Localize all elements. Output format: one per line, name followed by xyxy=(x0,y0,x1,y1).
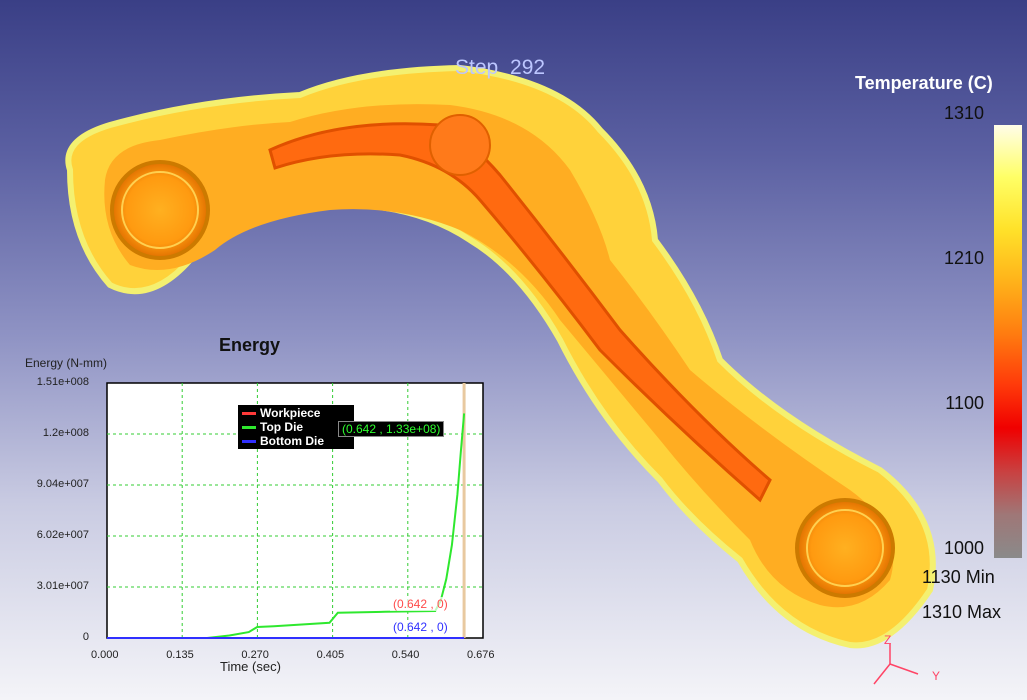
y-tick-label: 1.2e+008 xyxy=(42,427,89,439)
chart-x-axis-label: Time (sec) xyxy=(220,659,281,674)
chart-legend: Workpiece Top Die Bottom Die xyxy=(238,405,354,449)
chart-title: Energy xyxy=(219,335,281,355)
x-tick-label: 0.676 xyxy=(467,649,495,661)
x-tick-label: 0.135 xyxy=(166,649,194,661)
y-tick-label: 1.51e+008 xyxy=(36,376,89,388)
axis-z-label: Z xyxy=(884,633,891,647)
legend-title: Temperature (C) xyxy=(855,73,993,93)
step-counter: Step 292 xyxy=(455,56,546,79)
chart-y-axis-label: Energy (N-mm) xyxy=(25,356,108,370)
legend-item-top-die: Top Die xyxy=(242,420,303,434)
legend-label-workpiece: Workpiece xyxy=(260,406,321,420)
axis-y-label: Y xyxy=(932,669,940,683)
cursor-readout-workpiece: (0.642 , 0) xyxy=(390,597,451,611)
cursor-readout-bottom-die: (0.642 , 0) xyxy=(390,620,451,634)
legend-label-bottom-die: Bottom Die xyxy=(260,434,324,448)
y-tick-label: 6.02e+007 xyxy=(36,529,89,541)
hub-right xyxy=(795,498,895,598)
hub-left xyxy=(110,160,210,260)
y-tick-label: 9.04e+007 xyxy=(36,478,89,490)
legend-item-bottom-die: Bottom Die xyxy=(242,434,324,448)
y-tick-label: 3.01e+007 xyxy=(36,580,89,592)
series-line-top-die xyxy=(107,413,466,639)
y-tick-label: 0 xyxy=(82,631,89,643)
legend-swatch-top-die xyxy=(242,425,256,429)
cursor-readout-top-die: (0.642 , 1.33e+08) xyxy=(338,421,445,437)
x-tick-label: 0.405 xyxy=(316,649,345,661)
legend-label-top-die: Top Die xyxy=(260,420,304,434)
legend-max-value: 1310 Max xyxy=(922,602,1002,622)
x-tick-label: 0.540 xyxy=(391,649,420,661)
legend-tick-3: 1100 xyxy=(945,393,984,413)
legend-tick-min: 1000 xyxy=(943,538,984,558)
legend-tick-max: 1310 xyxy=(943,103,984,123)
legend-min-value: 1130 Min xyxy=(922,567,995,587)
x-tick-label: 0.270 xyxy=(241,649,269,661)
legend-swatch-workpiece xyxy=(242,411,256,415)
legend-swatch-bottom-die xyxy=(242,439,256,443)
x-tick-label: 0.000 xyxy=(91,649,119,661)
legend-item-workpiece: Workpiece xyxy=(242,406,320,420)
part-body xyxy=(104,104,894,608)
temperature-color-bar xyxy=(994,125,1022,558)
legend-tick-2: 1210 xyxy=(943,248,984,268)
axes-triad: Z Y xyxy=(873,633,940,685)
